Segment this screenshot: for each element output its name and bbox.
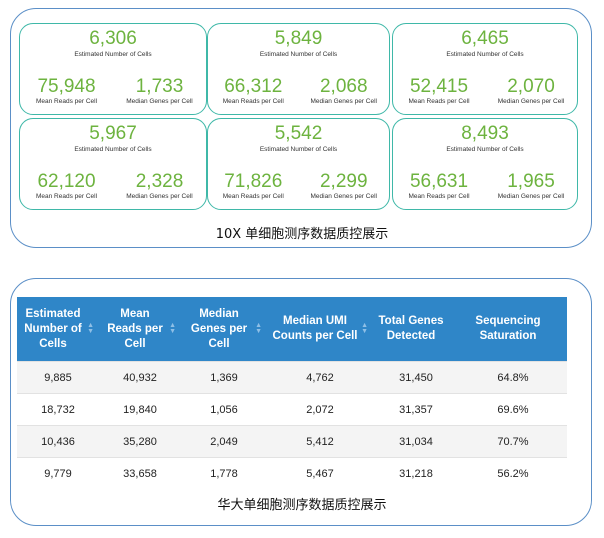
metric-card: 5,542 Estimated Number of Cells 71,826 M… — [207, 118, 390, 210]
qc-metrics-table: Estimated Number of Cells ▲ ▼ Mean Reads p… — [17, 297, 567, 489]
table-cell: 10,436 — [17, 425, 99, 458]
mean-reads-label: Mean Reads per Cell — [222, 98, 284, 105]
table-row: 9,779 33,658 1,778 5,467 31,218 56.2% — [17, 457, 567, 489]
estimated-cells-label: Estimated Number of Cells — [446, 51, 524, 58]
table-row: 18,732 19,840 1,056 2,072 31,357 69.6% — [17, 393, 567, 426]
median-genes-value: 2,328 — [135, 171, 184, 192]
table-cell: 1,056 — [181, 393, 267, 426]
column-header-saturation[interactable]: Sequencing Saturation — [459, 297, 567, 362]
table-cell: 31,034 — [373, 425, 459, 458]
median-genes-label: Median Genes per Cell — [310, 98, 377, 105]
mean-reads-value: 62,120 — [37, 171, 96, 192]
column-header-median-umi[interactable]: Median UMI Counts per Cell ▲ ▼ — [267, 297, 373, 362]
table-cell: 40,932 — [99, 361, 181, 394]
sort-arrows-icon[interactable]: ▲ ▼ — [169, 322, 176, 335]
mean-reads-label: Mean Reads per Cell — [35, 193, 98, 200]
table-cell: 56.2% — [459, 457, 567, 489]
median-genes-value: 2,070 — [507, 76, 555, 97]
estimated-cells-label: Estimated Number of Cells — [259, 51, 338, 58]
column-header-total-genes[interactable]: Total Genes Detected — [373, 297, 459, 362]
column-header-mean-reads[interactable]: Mean Reads per Cell ▲ ▼ — [99, 297, 181, 362]
table-cell: 9,779 — [17, 457, 99, 489]
sort-arrows-icon[interactable]: ▲ ▼ — [255, 322, 262, 335]
estimated-cells-value: 5,967 — [89, 123, 137, 144]
table-cell: 31,218 — [373, 457, 459, 489]
column-header-median-genes[interactable]: Median Genes per Cell ▲ ▼ — [181, 297, 267, 362]
bgi-panel-caption: 华大单细胞测序数据质控展示 — [217, 498, 387, 513]
column-header-label: Median Genes per Cell — [190, 307, 248, 350]
metric-card: 8,493 Estimated Number of Cells 56,631 M… — [392, 118, 578, 210]
metric-card: 6,465 Estimated Number of Cells 52,415 M… — [392, 23, 578, 115]
table-cell: 5,467 — [267, 457, 373, 489]
mean-reads-label: Mean Reads per Cell — [35, 98, 98, 105]
column-header-label: Total Genes Detected — [378, 315, 444, 342]
estimated-cells-value: 6,465 — [461, 28, 509, 49]
estimated-cells-value: 5,542 — [274, 123, 323, 144]
estimated-cells-label: Estimated Number of Cells — [74, 51, 152, 58]
estimated-cells-value: 5,849 — [274, 28, 323, 49]
table-header-row: Estimated Number of Cells ▲ ▼ Mean Reads p… — [17, 297, 567, 362]
metric-card: 5,849 Estimated Number of Cells 66,312 M… — [207, 23, 390, 115]
table-cell: 18,732 — [17, 393, 99, 426]
estimated-cells-value: 6,306 — [89, 28, 137, 49]
table-cell: 31,357 — [373, 393, 459, 426]
column-header-label: Sequencing Saturation — [475, 315, 541, 342]
table-cell: 1,369 — [181, 361, 267, 394]
column-header-estimated-cells[interactable]: Estimated Number of Cells ▲ ▼ — [17, 297, 99, 362]
mean-reads-value: 75,948 — [37, 76, 96, 97]
mean-reads-value: 66,312 — [224, 76, 283, 97]
median-genes-label: Median Genes per Cell — [126, 193, 193, 200]
table-cell: 70.7% — [459, 425, 567, 458]
median-genes-value: 1,733 — [135, 76, 184, 97]
column-header-label: Mean Reads per Cell — [107, 307, 163, 350]
table-row: 9,885 40,932 1,369 4,762 31,450 64.8% — [17, 361, 567, 394]
mean-reads-value: 52,415 — [409, 76, 469, 97]
table-cell: 5,412 — [267, 425, 373, 458]
median-genes-label: Median Genes per Cell — [497, 193, 565, 200]
tenx-panel-caption: 10X 单细胞测序数据质控展示 — [215, 227, 389, 242]
table-cell: 1,778 — [181, 457, 267, 489]
table-cell: 64.8% — [459, 361, 567, 394]
estimated-cells-value: 8,493 — [461, 123, 509, 144]
median-genes-label: Median Genes per Cell — [497, 98, 565, 105]
sort-arrows-icon[interactable]: ▲ ▼ — [87, 322, 94, 335]
mean-reads-value: 56,631 — [409, 171, 469, 192]
estimated-cells-label: Estimated Number of Cells — [446, 146, 524, 153]
metric-card: 6,306 Estimated Number of Cells 75,948 M… — [19, 23, 207, 115]
column-header-label: Estimated Number of Cells — [24, 307, 82, 350]
table-cell: 4,762 — [267, 361, 373, 394]
mean-reads-value: 71,826 — [224, 171, 283, 192]
column-header-label: Median UMI Counts per Cell — [272, 315, 358, 342]
median-genes-label: Median Genes per Cell — [126, 98, 193, 105]
table-cell: 9,885 — [17, 361, 99, 394]
table-cell: 35,280 — [99, 425, 181, 458]
mean-reads-label: Mean Reads per Cell — [408, 98, 470, 105]
table-cell: 19,840 — [99, 393, 181, 426]
sort-arrows-icon[interactable]: ▲ ▼ — [361, 322, 368, 335]
median-genes-value: 1,965 — [507, 171, 555, 192]
median-genes-value: 2,299 — [319, 171, 368, 192]
estimated-cells-label: Estimated Number of Cells — [259, 146, 338, 153]
table-cell: 2,049 — [181, 425, 267, 458]
metric-card: 5,967 Estimated Number of Cells 62,120 M… — [19, 118, 207, 210]
table-row: 10,436 35,280 2,049 5,412 31,034 70.7% — [17, 425, 567, 458]
mean-reads-label: Mean Reads per Cell — [222, 193, 284, 200]
table-cell: 2,072 — [267, 393, 373, 426]
table-cell: 33,658 — [99, 457, 181, 489]
median-genes-value: 2,068 — [319, 76, 368, 97]
table-cell: 31,450 — [373, 361, 459, 394]
table-cell: 69.6% — [459, 393, 567, 426]
mean-reads-label: Mean Reads per Cell — [408, 193, 470, 200]
estimated-cells-label: Estimated Number of Cells — [74, 146, 152, 153]
median-genes-label: Median Genes per Cell — [310, 193, 377, 200]
